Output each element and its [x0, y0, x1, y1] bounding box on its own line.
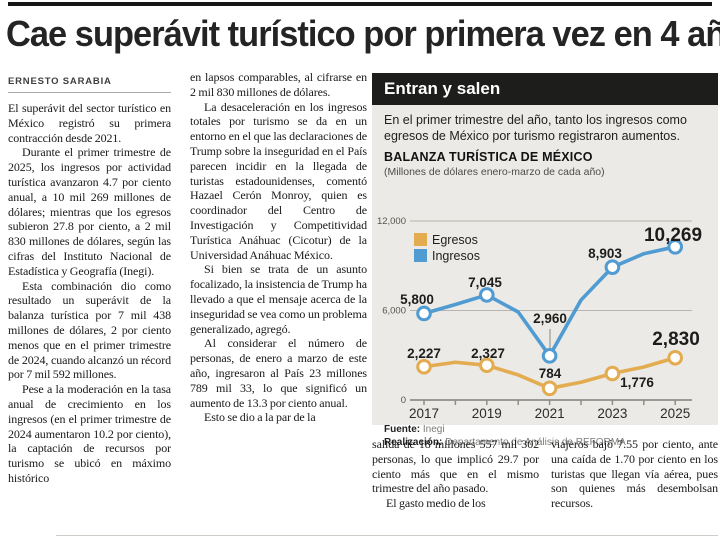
article-paragraph: Durante el primer trimestre de 2025, los…: [8, 145, 171, 278]
svg-text:Egresos: Egresos: [432, 233, 478, 247]
credit-value: Departamento de Análisis de REFORMA: [445, 437, 626, 448]
top-rule: [8, 2, 712, 6]
svg-text:784: 784: [539, 366, 562, 381]
credit-line: Realización: Departamento de Análisis de…: [384, 436, 626, 449]
svg-text:7,045: 7,045: [468, 275, 502, 290]
chart-title: BALANZA TURÍSTICA DE MÉXICO: [384, 150, 593, 164]
svg-text:2,327: 2,327: [471, 346, 505, 361]
credit-label: Realización:: [384, 437, 443, 448]
svg-text:2021: 2021: [535, 406, 565, 421]
headline: Cae superávit turístico por primera vez …: [6, 13, 720, 54]
infographic-body: En el primer trimestre del año, tanto lo…: [372, 105, 718, 448]
infographic-kicker: Entran y salen: [372, 73, 718, 105]
article-paragraph: en lapsos comparables, al cifrarse en 2 …: [190, 70, 367, 99]
svg-text:12,000: 12,000: [377, 216, 406, 227]
article-paragraph: Esto se dio a la par de la: [204, 410, 316, 425]
svg-text:1,776: 1,776: [620, 375, 654, 390]
svg-text:0: 0: [401, 395, 406, 406]
article-paragraph: Si bien se trata de un asunto focalizado…: [190, 262, 367, 336]
article-paragraph: Esta combinación dio como resultado un s…: [8, 278, 171, 382]
svg-text:2,960: 2,960: [533, 311, 567, 326]
svg-text:2,227: 2,227: [407, 346, 441, 361]
chart-subtitle: (Millones de dólares enero-marzo de cada…: [384, 166, 605, 178]
source-credit: Fuente: Inegi Realización: Departamento …: [384, 423, 626, 449]
balanza-turistica-line-chart: 0 6,000 12,000 2017 2019 2021 2023 2025 Egresos I…: [377, 216, 702, 421]
source-label: Fuente:: [384, 424, 421, 435]
svg-text:Ingresos: Ingresos: [432, 249, 480, 263]
svg-text:10,269: 10,269: [644, 225, 702, 246]
infographic-panel: Entran y salen En el primer trimestre de…: [372, 73, 718, 448]
svg-text:2025: 2025: [660, 406, 690, 421]
article-paragraph: El superávit del sector turístico en Méx…: [8, 101, 171, 145]
article-column-1: El superávit del sector turístico en Méx…: [8, 101, 171, 533]
article-paragraph: La desaceleración en los ingresos totale…: [190, 99, 367, 262]
svg-text:8,903: 8,903: [588, 246, 622, 261]
svg-text:2,830: 2,830: [652, 329, 700, 350]
svg-text:2017: 2017: [409, 406, 439, 421]
byline-rule: [8, 92, 171, 93]
article-paragraph: salida de 18 millones 557 mil 302 person…: [372, 437, 539, 496]
source-line: Fuente: Inegi: [384, 423, 626, 436]
article-column-2: en lapsos comparables, al cifrarse en 2 …: [190, 70, 367, 534]
article-paragraph: Pese a la moderación en la tasa anual de…: [8, 382, 171, 485]
article-paragraph: viajeros bajó 7.55 por ciento, ante una …: [551, 437, 718, 511]
svg-text:6,000: 6,000: [382, 306, 406, 317]
byline: ERNESTO SARABIA: [8, 76, 112, 87]
svg-text:2023: 2023: [597, 406, 627, 421]
svg-text:2019: 2019: [472, 406, 502, 421]
article-column-4: viajeros bajó 7.55 por ciento, ante una …: [551, 437, 718, 533]
infographic-description: En el primer trimestre del año, tanto lo…: [384, 113, 687, 143]
article-column-3: salida de 18 millones 557 mil 302 person…: [372, 437, 539, 533]
source-value: Inegi: [422, 424, 445, 435]
svg-text:5,800: 5,800: [400, 292, 434, 307]
bottom-hairline: [56, 535, 718, 536]
article-paragraph: El gasto medio de los: [386, 496, 486, 511]
article-paragraph: Al considerar el número de personas, de …: [190, 336, 367, 410]
